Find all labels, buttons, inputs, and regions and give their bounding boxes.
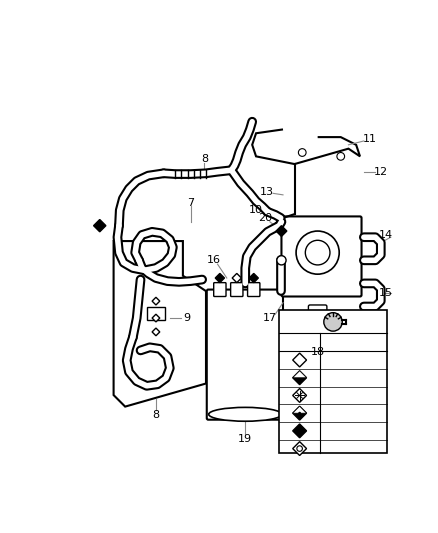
Circle shape (298, 149, 306, 156)
FancyBboxPatch shape (282, 216, 361, 296)
Text: 17: 17 (263, 313, 277, 323)
Polygon shape (152, 297, 160, 305)
FancyBboxPatch shape (147, 306, 165, 320)
Text: 9: 9 (183, 313, 190, 323)
Text: 16: 16 (207, 255, 221, 265)
Circle shape (296, 231, 339, 274)
Polygon shape (152, 328, 160, 336)
Circle shape (277, 256, 286, 265)
Polygon shape (276, 225, 287, 237)
Circle shape (324, 313, 342, 331)
Text: 8: 8 (152, 410, 159, 420)
Text: 14: 14 (379, 230, 393, 240)
Text: 19: 19 (238, 434, 252, 444)
FancyBboxPatch shape (231, 282, 243, 296)
FancyBboxPatch shape (207, 289, 283, 419)
Ellipse shape (208, 407, 282, 421)
Text: 10: 10 (249, 205, 263, 215)
Polygon shape (293, 353, 307, 367)
Polygon shape (94, 220, 106, 232)
FancyBboxPatch shape (247, 282, 260, 296)
Polygon shape (249, 273, 258, 282)
Text: 7: 7 (187, 198, 194, 207)
Circle shape (305, 240, 330, 265)
Polygon shape (293, 442, 307, 456)
Text: 8: 8 (201, 154, 208, 164)
Circle shape (298, 412, 301, 415)
Circle shape (337, 152, 345, 160)
FancyBboxPatch shape (279, 310, 387, 453)
Text: 12: 12 (374, 167, 388, 177)
Text: 11: 11 (363, 134, 377, 144)
Polygon shape (232, 273, 241, 282)
Polygon shape (293, 424, 307, 438)
Circle shape (297, 446, 302, 451)
Polygon shape (152, 314, 160, 322)
Polygon shape (215, 273, 224, 282)
Polygon shape (293, 371, 307, 385)
Polygon shape (293, 389, 307, 402)
Text: 15: 15 (379, 288, 393, 298)
Text: 18: 18 (311, 347, 325, 357)
FancyBboxPatch shape (214, 282, 226, 296)
FancyBboxPatch shape (308, 305, 327, 335)
Text: 20: 20 (258, 213, 272, 223)
Text: 13: 13 (260, 187, 274, 197)
Polygon shape (293, 406, 307, 420)
Polygon shape (293, 371, 307, 378)
Polygon shape (293, 406, 307, 413)
